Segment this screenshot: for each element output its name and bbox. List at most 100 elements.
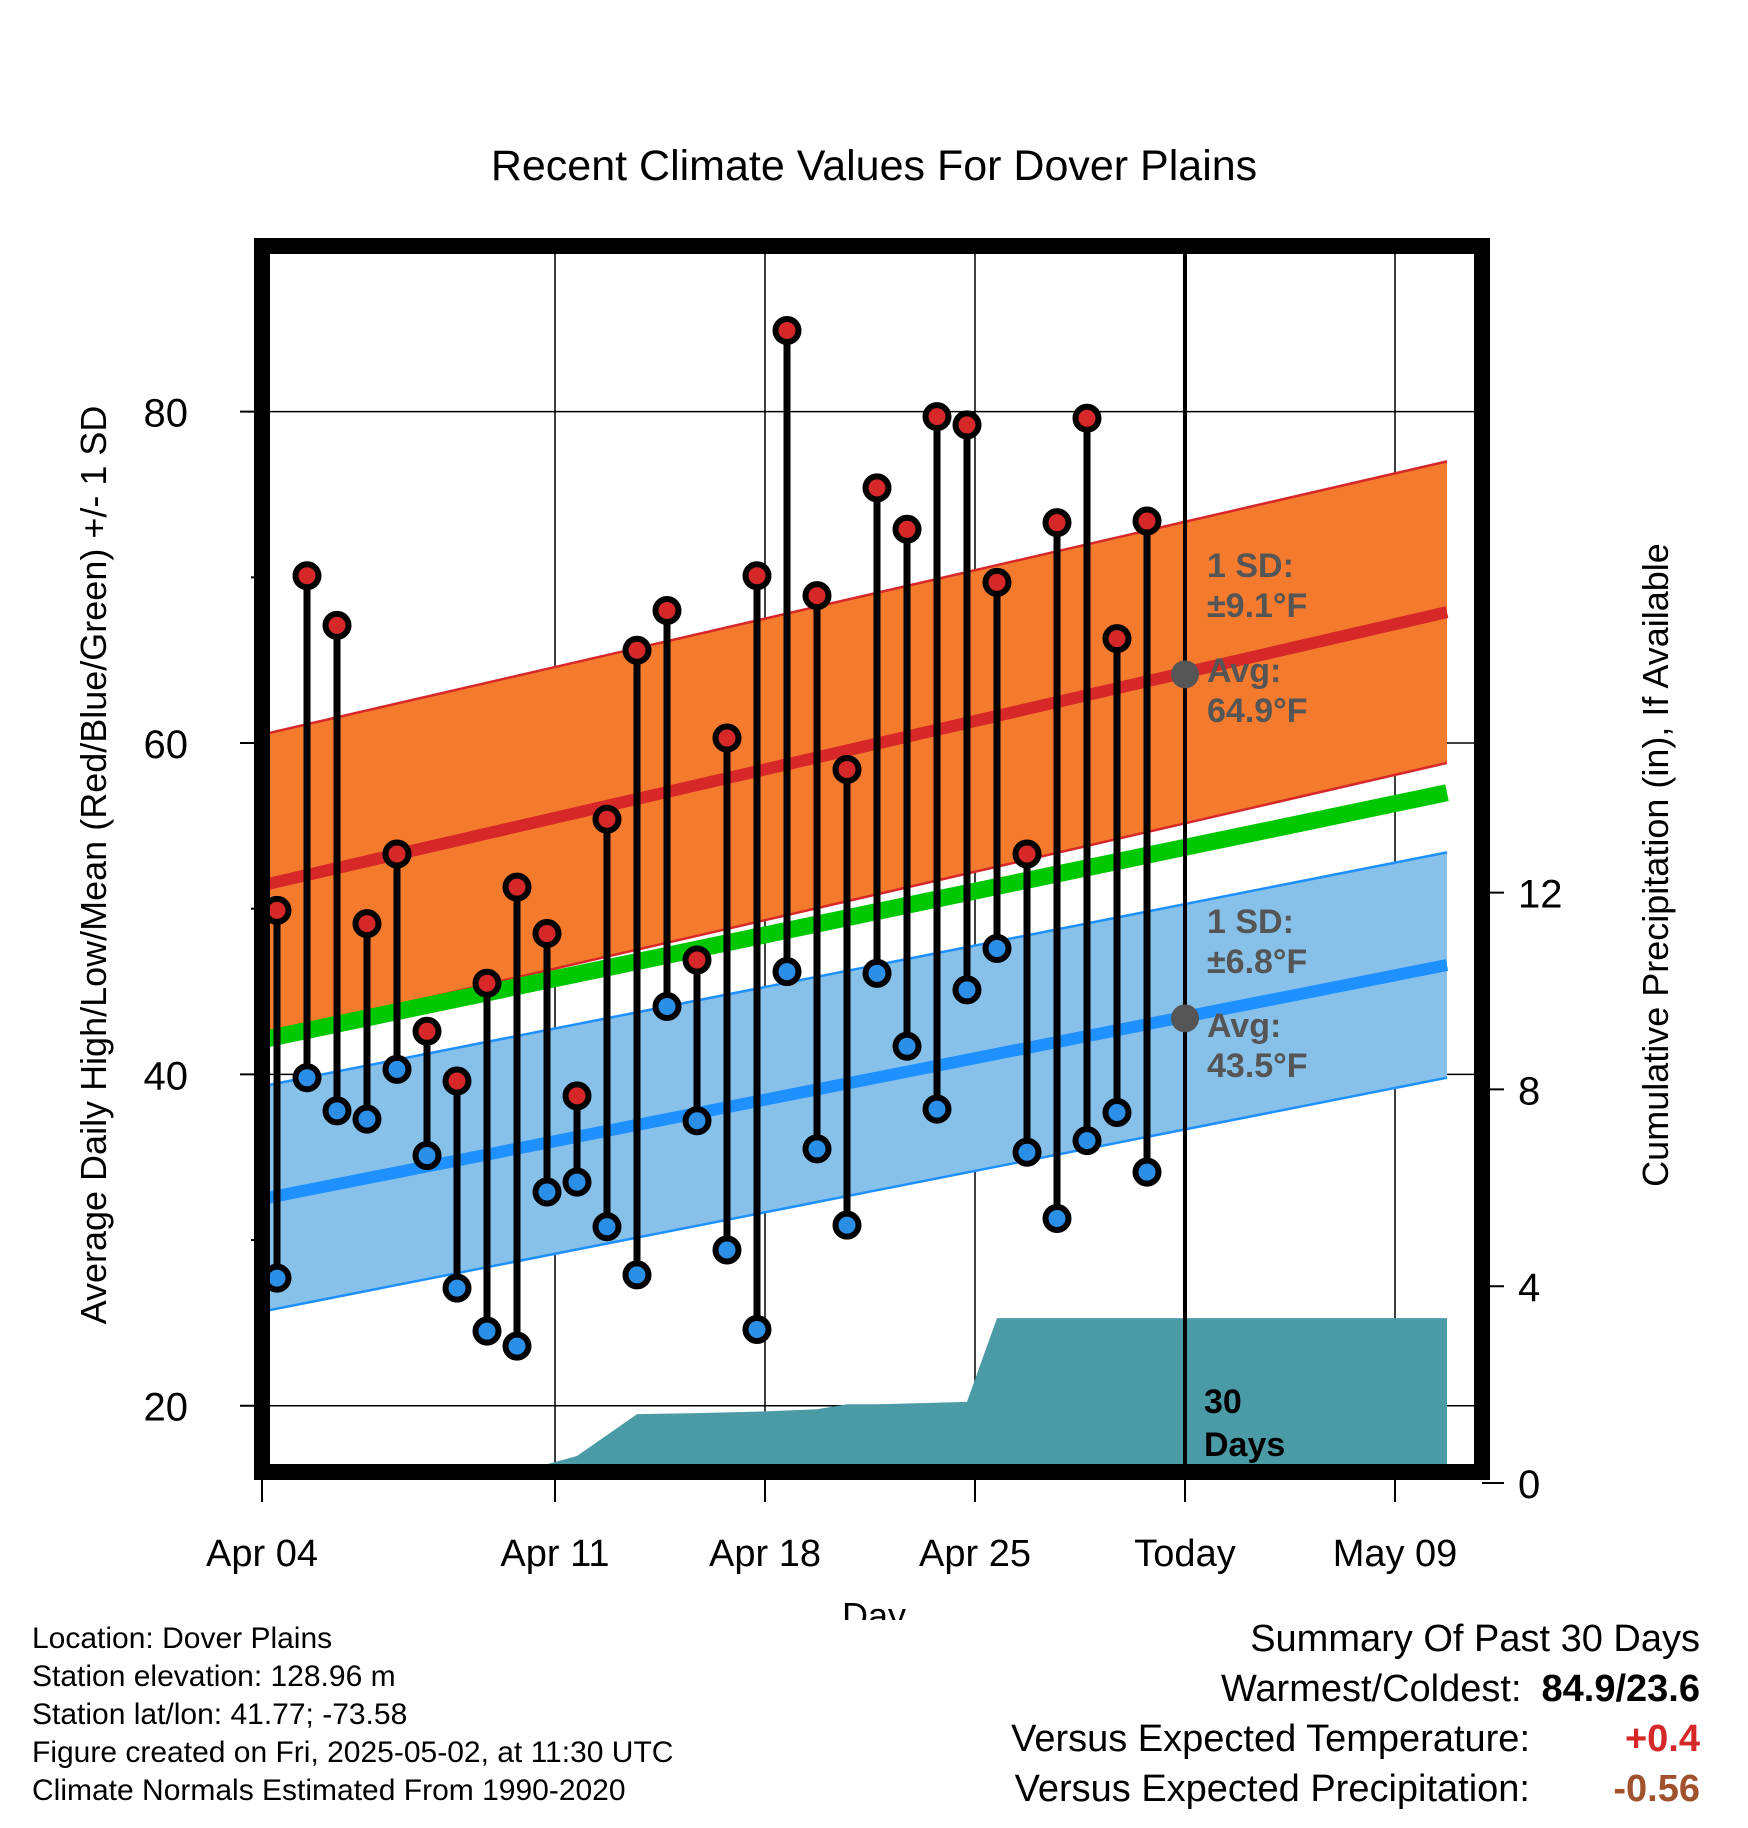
normal-high-band-upper bbox=[262, 460, 1448, 736]
elevation-text: Station elevation: 128.96 m bbox=[32, 1660, 396, 1693]
x-tick-label: Apr 11 bbox=[500, 1533, 609, 1575]
high-temp-point bbox=[1042, 508, 1072, 538]
low-temp-point bbox=[802, 1134, 832, 1164]
annotation-low-sd-label: 1 SD: bbox=[1207, 903, 1294, 941]
annotation-high-avg-value: 64.9°F bbox=[1207, 692, 1308, 730]
low-temp-point bbox=[952, 975, 982, 1005]
high-temp-point bbox=[1072, 403, 1102, 433]
high-temp-point bbox=[562, 1081, 592, 1111]
low-temp-point bbox=[472, 1316, 502, 1346]
low-temp-point bbox=[922, 1094, 952, 1124]
y-tick-label: 20 bbox=[144, 1386, 189, 1430]
high-temp-point bbox=[532, 919, 562, 949]
y-axis-label-left: Average Daily High/Low/Mean (Red/Blue/Gr… bbox=[73, 406, 114, 1325]
low-temp-point bbox=[532, 1177, 562, 1207]
low-temp-point bbox=[322, 1096, 352, 1126]
climate-chart: Recent Climate Values For Dover Plains 1… bbox=[73, 142, 1676, 1620]
low-temp-point bbox=[742, 1315, 772, 1345]
high-temp-point bbox=[292, 561, 322, 591]
today-high-avg-marker bbox=[1171, 660, 1199, 689]
temp-label: Versus Expected Temperature: bbox=[1011, 1718, 1530, 1760]
x-tick-label: Apr 18 bbox=[709, 1533, 821, 1575]
low-temp-point bbox=[862, 958, 892, 988]
high-temp-point bbox=[412, 1016, 442, 1046]
warm-cold-value: 84.9/23.6 bbox=[1541, 1668, 1700, 1710]
high-temp-point bbox=[952, 410, 982, 440]
high-temp-point bbox=[832, 755, 862, 785]
high-temp-point bbox=[1102, 624, 1132, 654]
temp-value: +0.4 bbox=[1624, 1718, 1700, 1760]
low-temp-point bbox=[562, 1167, 592, 1197]
x-tick-label: Apr 04 bbox=[206, 1533, 318, 1575]
annotation-high-avg-label: Avg: bbox=[1207, 652, 1281, 690]
low-temp-point bbox=[622, 1260, 652, 1290]
high-temp-point bbox=[982, 567, 1012, 597]
low-temp-point bbox=[832, 1210, 862, 1240]
high-temp-point bbox=[352, 909, 382, 939]
low-temp-point bbox=[292, 1063, 322, 1093]
y-axis-label-right: Cumulative Precipitation (in), If Availa… bbox=[1635, 543, 1676, 1187]
low-temp-point bbox=[712, 1235, 742, 1265]
y-tick-label: 80 bbox=[144, 392, 189, 436]
high-temp-point bbox=[712, 723, 742, 753]
y-right-tick-label: 8 bbox=[1518, 1069, 1540, 1113]
low-temp-point bbox=[1132, 1157, 1162, 1187]
low-temp-point bbox=[892, 1031, 922, 1061]
y-right-tick-label: 4 bbox=[1518, 1266, 1540, 1310]
summary-panel: Summary Of Past 30 Days Warmest/Coldest:… bbox=[1011, 1614, 1700, 1814]
low-temp-point bbox=[412, 1141, 442, 1171]
annotation-low-avg-label: Avg: bbox=[1207, 1007, 1281, 1045]
chart-title: Recent Climate Values For Dover Plains bbox=[491, 142, 1257, 190]
low-temp-point bbox=[1102, 1097, 1132, 1127]
x-tick-label: Today bbox=[1134, 1533, 1235, 1575]
low-temp-point bbox=[382, 1054, 412, 1084]
today-days-label: 30 bbox=[1204, 1383, 1242, 1421]
low-temp-point bbox=[502, 1331, 532, 1361]
high-temp-point bbox=[622, 635, 652, 665]
y-right-tick-label: 0 bbox=[1518, 1463, 1540, 1507]
y-tick-label: 60 bbox=[144, 723, 189, 767]
warm-cold-label: Warmest/Coldest: bbox=[1220, 1668, 1522, 1710]
high-temp-point bbox=[922, 402, 952, 432]
low-temp-point bbox=[592, 1212, 622, 1242]
summary-precip: Versus Expected Precipitation: -0.56 bbox=[1011, 1764, 1700, 1814]
low-temp-point bbox=[682, 1106, 712, 1136]
summary-warm-cold: Warmest/Coldest: 84.9/23.6 bbox=[1011, 1664, 1700, 1714]
precip-label: Versus Expected Precipitation: bbox=[1014, 1768, 1530, 1810]
y-right-tick-label: 12 bbox=[1518, 873, 1563, 917]
annotation-low-sd-value: ±6.8°F bbox=[1207, 943, 1307, 981]
location-text: Location: Dover Plains bbox=[32, 1622, 333, 1655]
high-temp-point bbox=[322, 610, 352, 640]
high-temp-point bbox=[652, 595, 682, 625]
normal-high-mean-line bbox=[262, 606, 1449, 892]
x-tick-label: Apr 25 bbox=[919, 1533, 1031, 1575]
today-low-avg-marker bbox=[1171, 1004, 1199, 1033]
low-temp-point bbox=[982, 933, 1012, 963]
latlon-text: Station lat/lon: 41.77; -73.58 bbox=[32, 1698, 408, 1731]
annotation-low-avg-value: 43.5°F bbox=[1207, 1047, 1308, 1085]
high-temp-point bbox=[1012, 839, 1042, 869]
high-temp-point bbox=[802, 581, 832, 611]
low-temp-point bbox=[1072, 1126, 1102, 1156]
precip-value: -0.56 bbox=[1613, 1768, 1700, 1810]
today-days-label: Days bbox=[1204, 1426, 1285, 1464]
annotation-high-sd-value: ±9.1°F bbox=[1207, 587, 1307, 625]
high-temp-point bbox=[502, 872, 532, 902]
summary-heading: Summary Of Past 30 Days bbox=[1250, 1618, 1700, 1660]
high-temp-point bbox=[472, 968, 502, 998]
created-text: Figure created on Fri, 2025-05-02, at 11… bbox=[32, 1736, 674, 1769]
high-temp-point bbox=[1132, 506, 1162, 536]
low-temp-point bbox=[1012, 1137, 1042, 1167]
high-temp-point bbox=[742, 561, 772, 591]
x-tick-label: May 09 bbox=[1333, 1533, 1458, 1575]
x-axis-label: Day bbox=[842, 1595, 906, 1620]
low-temp-point bbox=[772, 957, 802, 987]
high-temp-point bbox=[682, 945, 712, 975]
high-temp-point bbox=[862, 473, 892, 503]
low-temp-point bbox=[652, 991, 682, 1021]
summary-temp: Versus Expected Temperature: +0.4 bbox=[1011, 1714, 1700, 1764]
low-temp-point bbox=[1042, 1204, 1072, 1234]
precip-area bbox=[337, 1318, 1447, 1472]
